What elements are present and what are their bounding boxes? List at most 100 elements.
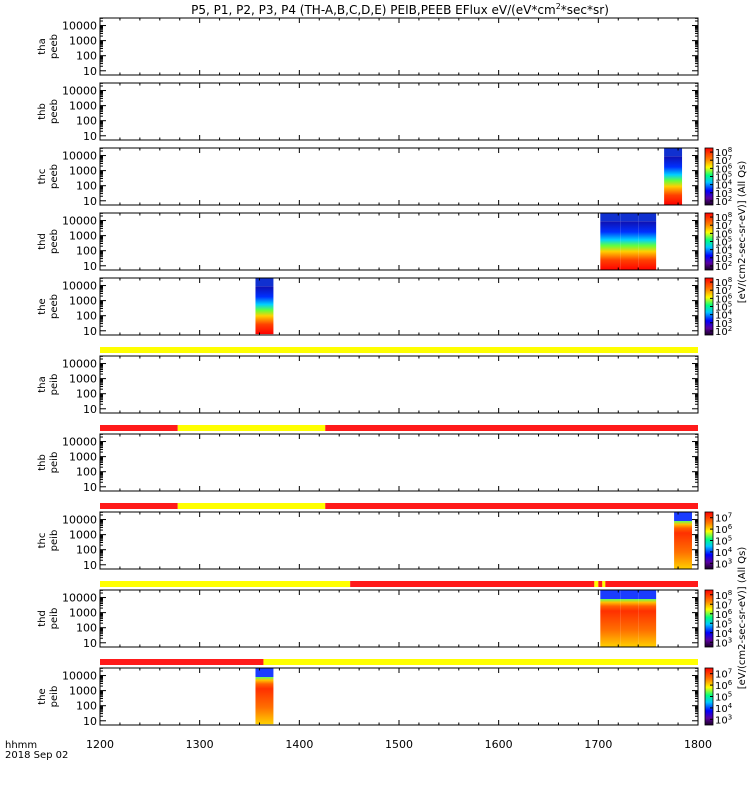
spectrogram-block-thd-peeb-0 (600, 221, 621, 270)
y-tick-label-thb-peeb-1: 100 (76, 115, 97, 128)
panel-label-product-thd-peeb: peeb (49, 229, 60, 254)
y-tick-label-the-peib-3: 10000 (62, 670, 97, 683)
flag-segment-thc-peib-2 (325, 503, 698, 509)
colorbar-tick-label-the-peeb-2: 104 (715, 309, 733, 322)
colorbar-tick-label-thc-peeb-4: 106 (715, 162, 733, 175)
panel-frame-tha-peeb (99, 17, 699, 76)
spectrogram-block-top-thd-peib-0 (600, 590, 621, 600)
y-tick-label-tha-peib-0: 10 (83, 403, 97, 416)
colorbar-tick-label-the-peib-4: 107 (715, 668, 732, 681)
panel-label-probe-the-peib: the (37, 688, 48, 704)
y-tick-label-thd-peeb-1: 100 (76, 245, 97, 258)
x-tick-label-3: 1500 (385, 738, 413, 751)
y-tick-label-thb-peeb-0: 10 (83, 130, 97, 143)
flag-segment-thd-peib-3 (598, 581, 603, 587)
colorbar-tick-label-the-peeb-3: 105 (715, 301, 732, 314)
panel-frame-tha-peib (99, 355, 699, 414)
y-tick-label-thb-peib-0: 10 (83, 481, 97, 494)
colorbar-tick-label-thc-peeb-0: 102 (715, 195, 732, 208)
panel-label-probe-thb-peeb: thb (37, 103, 48, 120)
x-tick-label-6: 1800 (684, 738, 712, 751)
colorbar-tick-label-thd-peib-2: 105 (715, 617, 732, 630)
panel-label-probe-thd-peib: thd (37, 610, 48, 627)
spectrogram-block-thd-peeb-2 (638, 221, 657, 270)
spectrogram-block-top-thc-peib-0 (674, 512, 693, 522)
panel-label-product-thb-peib: peib (49, 452, 60, 474)
flag-segment-thb-peib-1 (177, 425, 326, 431)
colorbar-tick-label-the-peeb-4: 106 (715, 292, 733, 305)
flag-segment-thd-peib-2 (594, 581, 599, 587)
y-tick-label-thc-peib-1: 100 (76, 544, 97, 557)
y-tick-label-thd-peib-0: 10 (83, 637, 97, 650)
x-tick-label-0: 1200 (86, 738, 114, 751)
panel-the-peeb: 10 100 1000 10000 the peeb 1021031041051061071… (37, 276, 733, 338)
spectrogram-block-the-peib-0 (255, 677, 274, 725)
panel-label-product-tha-peib: peib (49, 374, 60, 396)
spectrogram-block-the-peeb-0 (255, 286, 274, 335)
colorbar-tick-label-thd-peeb-6: 108 (715, 211, 732, 224)
colorbar-tick-label-thc-peib-4: 107 (715, 512, 732, 525)
y-tick-label-thc-peeb-2: 1000 (69, 165, 97, 178)
colorbar-tick-label-the-peeb-0: 102 (715, 325, 732, 338)
panel-label-product-the-peib: peib (49, 686, 60, 708)
colorbar-tick-label-thd-peeb-2: 104 (715, 244, 733, 257)
chart-title: P5, P1, P2, P3, P4 (TH-A,B,C,D,E) PEIB,P… (191, 2, 609, 17)
panel-label-product-thd-peib: peib (49, 608, 60, 630)
flag-segment-tha-peib-0 (100, 347, 698, 353)
y-tick-label-thb-peib-1: 100 (76, 466, 97, 479)
y-tick-label-thc-peib-0: 10 (83, 559, 97, 572)
x-tick-label-4: 1600 (485, 738, 513, 751)
y-tick-label-tha-peib-2: 1000 (69, 373, 97, 386)
colorbar-tick-label-the-peib-2: 105 (715, 691, 732, 704)
y-tick-label-thd-peeb-0: 10 (83, 260, 97, 273)
y-tick-label-tha-peeb-3: 10000 (62, 20, 97, 33)
colorbar-tick-label-thc-peeb-2: 104 (715, 179, 733, 192)
y-tick-label-thb-peib-2: 1000 (69, 451, 97, 464)
flag-segment-the-peib-1 (263, 659, 698, 665)
colorbar-label-top: [eV/(cm2-sec-sr-eV)] (All Qs) (737, 161, 748, 304)
colorbar-tick-label-thd-peeb-3: 105 (715, 236, 732, 249)
colorbar-tick-label-thc-peib-2: 105 (715, 535, 732, 548)
y-tick-label-tha-peib-1: 100 (76, 388, 97, 401)
colorbar-tick-label-thc-peeb-3: 105 (715, 171, 732, 184)
colorbar-tick-label-thd-peib-4: 107 (715, 598, 732, 611)
spectrogram-block-top-thd-peeb-1 (620, 213, 639, 222)
panel-frame-the-peeb (99, 277, 699, 336)
colorbar-tick-label-thd-peib-3: 106 (715, 608, 733, 621)
panel-frame-thc-peeb (99, 147, 699, 206)
colorbar-tick-label-the-peeb-6: 108 (715, 276, 732, 289)
panel-label-probe-thc-peeb: thc (37, 169, 48, 185)
y-tick-label-tha-peeb-0: 10 (83, 65, 97, 78)
y-tick-label-thc-peeb-1: 100 (76, 180, 97, 193)
y-tick-label-thc-peib-3: 10000 (62, 514, 97, 527)
y-tick-label-thb-peeb-3: 10000 (62, 85, 97, 98)
y-tick-label-tha-peeb-2: 1000 (69, 35, 97, 48)
colorbar-tick-label-the-peib-0: 103 (715, 713, 732, 726)
spectrogram-block-thd-peib-2 (638, 599, 657, 647)
colorbar-tick-label-thc-peib-1: 104 (715, 546, 733, 559)
y-tick-label-thd-peib-1: 100 (76, 622, 97, 635)
colorbar-tick-label-thc-peib-0: 103 (715, 557, 732, 570)
spectrogram-block-top-thd-peib-2 (638, 590, 657, 600)
flag-segment-the-peib-0 (100, 659, 264, 665)
colorbar-tick-label-thd-peib-0: 103 (715, 636, 732, 649)
y-tick-label-the-peib-0: 10 (83, 715, 97, 728)
colorbar-label-bottom: [eV/(cm2-sec-sr-eV)] (All Qs) (737, 547, 748, 690)
y-tick-label-the-peeb-2: 1000 (69, 295, 97, 308)
x-axis: 1200 1300 1400 1500 1600 1700 1800 (86, 738, 712, 751)
colorbar-tick-label-the-peib-3: 106 (715, 679, 733, 692)
panel-frame-thc-peib (99, 511, 699, 570)
y-tick-label-thb-peib-3: 10000 (62, 436, 97, 449)
panel-label-product-thc-peib: peib (49, 530, 60, 552)
y-tick-label-thd-peeb-2: 1000 (69, 230, 97, 243)
panel-tha-peib: 10 100 1000 10000 tha peib (37, 347, 699, 416)
y-tick-label-tha-peeb-1: 100 (76, 50, 97, 63)
x-tick-label-2: 1400 (285, 738, 313, 751)
panel-label-probe-the-peeb: the (37, 298, 48, 314)
y-tick-label-the-peeb-1: 100 (76, 310, 97, 323)
flag-segment-thd-peib-5 (605, 581, 698, 587)
colorbar-tick-label-thc-peeb-6: 108 (715, 146, 732, 159)
